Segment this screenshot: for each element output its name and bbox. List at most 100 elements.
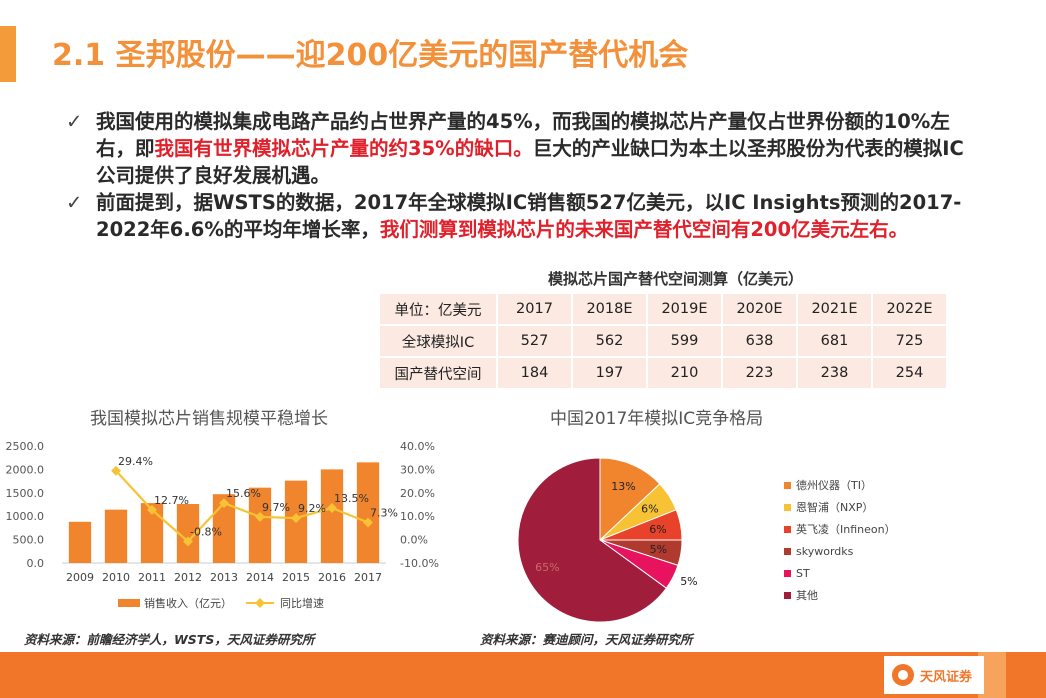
table-header-row: 单位：亿美元 2017 2018E 2019E 2020E 2021E 2022…	[380, 294, 946, 324]
y-axis-tick-label: 1000.0	[6, 510, 45, 523]
table-cell: 全球模拟IC	[380, 326, 496, 356]
legend-swatch	[784, 548, 791, 555]
y2-axis-tick-label: -10.0%	[400, 557, 439, 570]
table-cell: 599	[648, 326, 721, 356]
table-header-cell: 单位：亿美元	[380, 294, 496, 324]
table-header-cell: 2019E	[648, 294, 721, 324]
bar-2016	[320, 469, 344, 563]
forecast-table: 单位：亿美元 2017 2018E 2019E 2020E 2021E 2022…	[378, 292, 948, 390]
y2-axis-tick-label: 40.0%	[400, 440, 435, 453]
legend-swatch	[784, 482, 791, 489]
x-axis-tick-label: 2014	[246, 571, 274, 584]
table-cell: 254	[873, 358, 946, 388]
x-axis-tick-label: 2015	[282, 571, 310, 584]
table-cell: 527	[498, 326, 571, 356]
table-cell: 197	[573, 358, 646, 388]
pie-chart-source: 资料来源：赛迪顾问，天风证券研究所	[480, 632, 693, 647]
bullet-2-highlight: 我们测算到模拟芯片的未来国产替代空间有200亿美元左右。	[379, 218, 909, 241]
x-axis-tick-label: 2009	[66, 571, 94, 584]
table-header-cell: 2020E	[723, 294, 796, 324]
y-axis-tick-label: 2500.0	[6, 440, 45, 453]
bar-2014	[248, 487, 272, 563]
growth-rate-data-label: 7.3%	[370, 507, 398, 520]
bullet-list: ✓ 我国使用的模拟集成电路产品约占世界产量的45%，而我国的模拟芯片产量仅占世界…	[60, 108, 980, 243]
table-cell: 184	[498, 358, 571, 388]
bar-2012	[176, 504, 200, 563]
table-cell: 238	[798, 358, 871, 388]
growth-rate-data-label: 29.4%	[118, 455, 153, 468]
growth-rate-point	[147, 504, 157, 515]
growth-rate-point	[363, 517, 373, 528]
pie-slice-5	[517, 457, 668, 623]
legend-bar-swatch	[118, 599, 140, 607]
bar-2013	[212, 494, 236, 563]
table-header-cell: 2017	[498, 294, 571, 324]
x-axis-tick-label: 2012	[174, 571, 202, 584]
table-cell: 国产替代空间	[380, 358, 496, 388]
growth-rate-point	[219, 498, 229, 509]
legend-label: skywordks	[796, 545, 854, 558]
pie-data-label: 5%	[680, 575, 697, 588]
bar-chart-source: 资料来源：前瞻经济学人，WSTS，天风证券研究所	[24, 632, 315, 647]
logo-text: 天风证券	[920, 669, 973, 685]
growth-rate-data-label: 9.7%	[262, 501, 290, 514]
legend-label: 德州仪器（TI）	[796, 478, 872, 492]
pie-data-label: 65%	[535, 561, 559, 574]
y2-axis-tick-label: 20.0%	[400, 487, 435, 500]
bullet-1-highlight: 我国有世界模拟芯片产量的约35%的缺口。	[154, 137, 533, 160]
legend-label: 恩智浦（NXP）	[796, 500, 873, 514]
x-axis-tick-label: 2010	[102, 571, 130, 584]
pie-data-label: 6%	[649, 523, 666, 536]
table-header-cell: 2022E	[873, 294, 946, 324]
y-axis-tick-label: 2000.0	[6, 463, 45, 476]
table-row: 国产替代空间 184 197 210 223 238 254	[380, 358, 946, 388]
table-header-cell: 2021E	[798, 294, 871, 324]
y-axis-tick-label: 1500.0	[6, 487, 45, 500]
x-axis-tick-label: 2016	[318, 571, 346, 584]
growth-rate-data-label: 12.7%	[154, 494, 189, 507]
table-row: 全球模拟IC 527 562 599 638 681 725	[380, 326, 946, 356]
bar-chart-title: 我国模拟芯片销售规模平稳增长	[90, 409, 328, 429]
legend-bar-label: 销售收入（亿元）	[144, 596, 232, 610]
x-axis-tick-label: 2013	[210, 571, 238, 584]
checkmark-icon: ✓	[66, 191, 83, 214]
bar-2017	[356, 462, 380, 563]
bullet-2-text-a: 前面提到，据WSTS的数据，2017年全球模拟IC销售额527亿美元，以IC I…	[96, 191, 962, 241]
table-cell: 210	[648, 358, 721, 388]
pie-data-label: 5%	[650, 543, 667, 556]
pie-data-label: 13%	[611, 480, 635, 493]
checkmark-icon: ✓	[66, 110, 83, 133]
bullet-2: ✓ 前面提到，据WSTS的数据，2017年全球模拟IC销售额527亿美元，以IC…	[60, 189, 980, 243]
growth-rate-data-label: 15.6%	[226, 487, 261, 500]
bullet-1-text-b: 巨大的产业缺口为本土以圣邦股份为代表的模拟IC公司提供了良好发展机遇。	[96, 137, 964, 187]
bar-2011	[140, 503, 164, 563]
market-share-pie-chart: 13% 6% 6% 5% 5% 65% 德州仪器（TI） 恩智浦（NXP） 英飞凌（Infine…	[517, 457, 896, 623]
table-cell: 223	[723, 358, 796, 388]
forecast-table-title: 模拟芯片国产替代空间测算（亿美元）	[548, 270, 804, 288]
table-cell: 681	[798, 326, 871, 356]
bar-2010	[104, 509, 128, 563]
bullet-1: ✓ 我国使用的模拟集成电路产品约占世界产量的45%，而我国的模拟芯片产量仅占世界…	[60, 108, 980, 189]
sales-combo-chart: 2500.0 2000.0 1500.0 1000.0 500.0 0.0 40.0% 30.…	[6, 440, 439, 610]
bullet-1-text-a: 我国使用的模拟集成电路产品约占世界产量的45%，而我国的模拟芯片产量仅占世界份额…	[96, 110, 950, 160]
legend-swatch	[784, 504, 791, 511]
legend-line-marker	[255, 598, 265, 608]
company-logo: 天风证券	[884, 656, 984, 694]
growth-rate-data-label: 9.2%	[298, 502, 326, 515]
growth-rate-data-label: -0.8%	[190, 525, 222, 538]
y-axis-tick-label: 0.0	[27, 557, 45, 570]
growth-rate-point	[111, 465, 121, 476]
table-cell: 562	[573, 326, 646, 356]
title-accent-bar	[0, 26, 16, 82]
table-header-cell: 2018E	[573, 294, 646, 324]
y2-axis-tick-label: 10.0%	[400, 510, 435, 523]
growth-rate-line	[115, 470, 369, 544]
legend-swatch	[784, 526, 791, 533]
legend-swatch	[784, 570, 791, 577]
x-axis-tick-label: 2017	[354, 571, 382, 584]
y2-axis-tick-label: 0.0%	[400, 534, 428, 547]
legend-label: 其他	[796, 589, 818, 602]
pie-data-label: 6%	[641, 502, 658, 515]
table-cell: 638	[723, 326, 796, 356]
legend-swatch	[784, 592, 791, 599]
